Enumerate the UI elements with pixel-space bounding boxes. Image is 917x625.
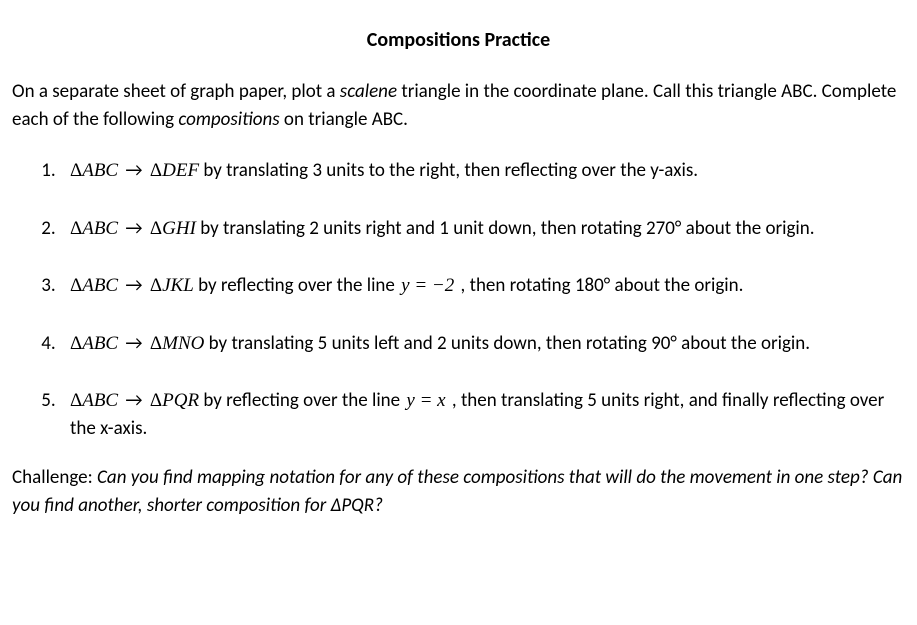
problem-3: ΔABC → ΔJKL by reflecting over the line … xyxy=(60,272,905,300)
intro-compositions: compositions xyxy=(178,108,279,131)
problem-3-desc-pre: by reflecting over the line xyxy=(194,274,399,297)
problem-2-to: GHI xyxy=(162,218,196,239)
intro-scalene: scalene xyxy=(340,80,397,103)
challenge-paragraph: Challenge: Can you find mapping notation… xyxy=(12,464,905,519)
intro-text-1: On a separate sheet of graph paper, plot… xyxy=(12,80,340,103)
page-title: Compositions Practice xyxy=(12,28,905,52)
problem-4-to: MNO xyxy=(162,333,204,354)
worksheet-page: Compositions Practice On a separate shee… xyxy=(0,0,917,531)
challenge-label: Challenge: xyxy=(12,466,97,489)
delta-icon: Δ xyxy=(70,390,82,411)
arrow-icon: → xyxy=(122,389,145,412)
delta-icon: Δ xyxy=(70,275,82,296)
delta-icon: Δ xyxy=(150,275,162,296)
problem-list: ΔABC → ΔDEF by translating 3 units to th… xyxy=(12,157,905,442)
problem-3-to: JKL xyxy=(162,275,194,296)
problem-3-from: ABC xyxy=(82,275,118,296)
problem-5-to: PQR xyxy=(162,390,199,411)
delta-icon: Δ xyxy=(70,160,82,181)
problem-4-desc: by translating 5 units left and 2 units … xyxy=(204,332,810,355)
delta-icon: Δ xyxy=(150,390,162,411)
problem-1: ΔABC → ΔDEF by translating 3 units to th… xyxy=(60,157,905,185)
problem-5-math: y = x xyxy=(404,390,447,411)
arrow-icon: → xyxy=(122,217,145,240)
problem-2-from: ABC xyxy=(82,218,118,239)
problem-1-to: DEF xyxy=(162,160,199,181)
problem-1-from: ABC xyxy=(82,160,118,181)
problem-3-math: y = −2 xyxy=(399,275,456,296)
intro-paragraph: On a separate sheet of graph paper, plot… xyxy=(12,78,905,133)
problem-3-desc-post: , then rotating 180° about the origin. xyxy=(456,274,743,297)
problem-2-desc: by translating 2 units right and 1 unit … xyxy=(196,217,815,240)
problem-5-desc-pre: by reflecting over the line xyxy=(199,389,404,412)
arrow-icon: → xyxy=(122,274,145,297)
problem-1-desc: by translating 3 units to the right, the… xyxy=(199,159,698,182)
delta-icon: Δ xyxy=(70,333,82,354)
intro-text-3: on triangle ABC. xyxy=(280,108,408,131)
delta-icon: Δ xyxy=(150,333,162,354)
problem-5: ΔABC → ΔPQR by reflecting over the line … xyxy=(60,387,905,442)
challenge-body: Can you find mapping notation for any of… xyxy=(12,466,902,517)
delta-icon: Δ xyxy=(150,160,162,181)
problem-5-from: ABC xyxy=(82,390,118,411)
arrow-icon: → xyxy=(122,332,145,355)
delta-icon: Δ xyxy=(70,218,82,239)
delta-icon: Δ xyxy=(150,218,162,239)
arrow-icon: → xyxy=(122,159,145,182)
problem-2: ΔABC → ΔGHI by translating 2 units right… xyxy=(60,215,905,243)
problem-4: ΔABC → ΔMNO by translating 5 units left … xyxy=(60,330,905,358)
problem-4-from: ABC xyxy=(82,333,118,354)
